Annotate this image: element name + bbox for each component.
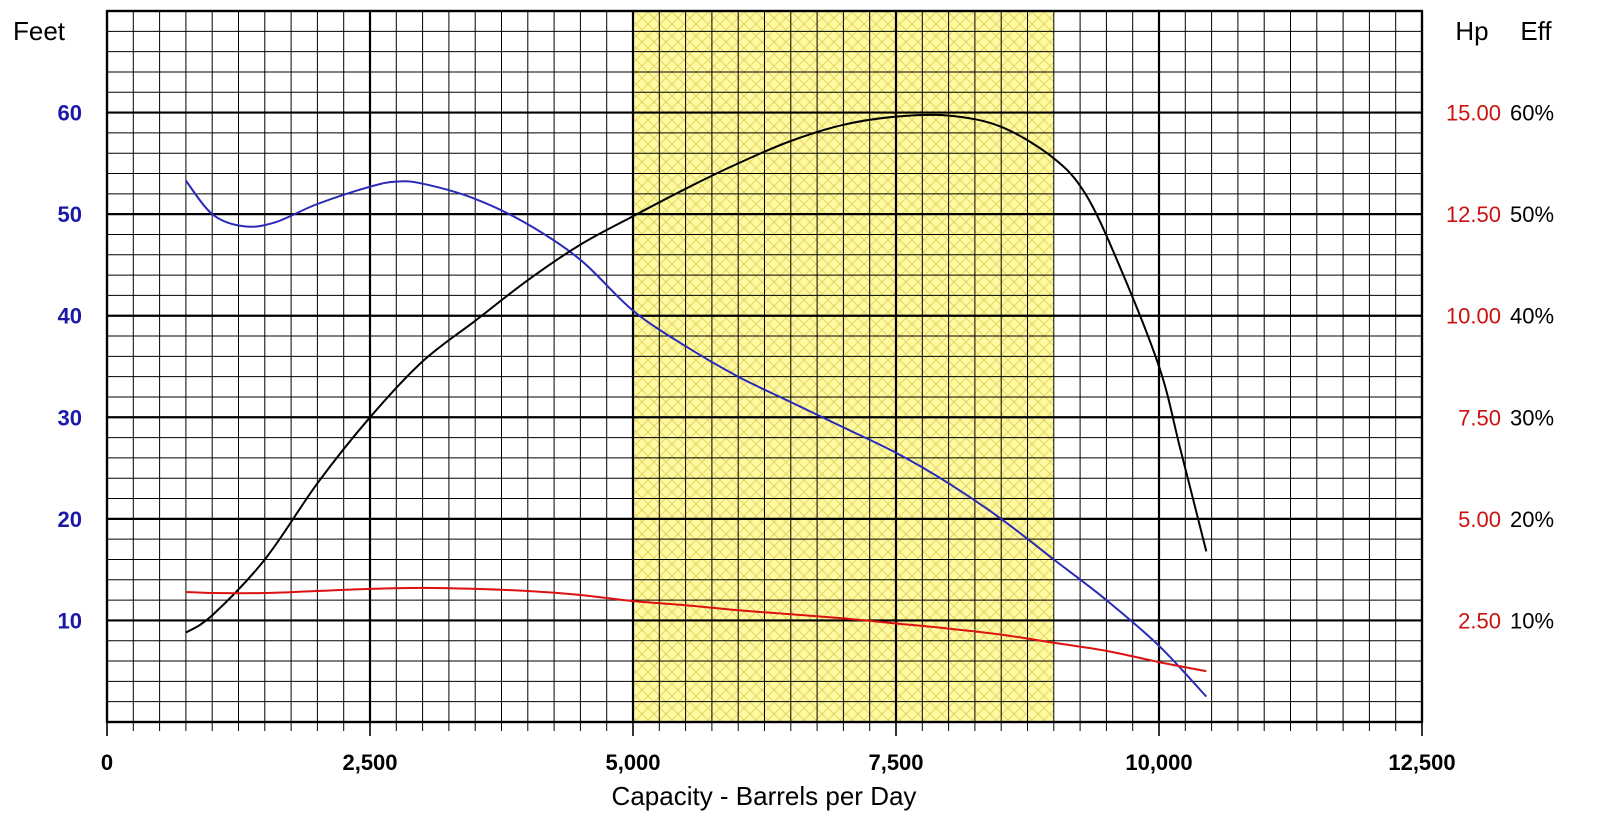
y-right-hp-tick-label: 15.00 <box>1446 101 1501 126</box>
plot-border <box>105 9 1424 724</box>
y-right-eff-tick-label: 50% <box>1510 202 1554 227</box>
y-right-hp-tick-label: 12.50 <box>1446 202 1501 227</box>
y-right-eff-tick-label: 10% <box>1510 608 1554 633</box>
x-axis-title: Capacity - Barrels per Day <box>612 781 917 811</box>
y-left-tick-label: 40 <box>58 304 82 329</box>
x-tick-label: 12,500 <box>1388 750 1455 775</box>
series-layer <box>185 113 1208 698</box>
y-right-eff-tick-label: 40% <box>1510 304 1554 329</box>
y-right-hp-axis-title: Hp <box>1455 16 1488 46</box>
x-tick-label: 5,000 <box>605 750 660 775</box>
label-layer: Feet 10 20 30 40 50 60 Hp Eff 2.50 5.00 7.50 10.00 12… <box>13 16 1554 811</box>
y-left-tick-label: 30 <box>58 405 82 430</box>
y-right-eff-tick-label: 30% <box>1510 405 1554 430</box>
head-curve <box>185 179 1208 698</box>
x-tick-label: 10,000 <box>1125 750 1192 775</box>
y-left-tick-label: 20 <box>58 507 82 532</box>
horsepower-curve <box>185 586 1207 673</box>
y-right-hp-tick-label: 10.00 <box>1446 304 1501 329</box>
y-right-eff-tick-label: 60% <box>1510 101 1554 126</box>
y-left-tick-label: 10 <box>58 608 82 633</box>
x-tick-label: 2,500 <box>342 750 397 775</box>
grid-layer <box>105 9 1424 736</box>
y-right-hp-tick-label: 2.50 <box>1458 608 1501 633</box>
y-left-tick-label: 50 <box>58 202 82 227</box>
efficiency-curve <box>185 113 1208 634</box>
y-right-hp-tick-label: 5.00 <box>1458 507 1501 532</box>
y-right-eff-tick-label: 20% <box>1510 507 1554 532</box>
x-tick-label: 0 <box>101 750 113 775</box>
y-right-eff-axis-title: Eff <box>1520 16 1552 46</box>
y-left-tick-label: 60 <box>58 101 82 126</box>
x-tick-label: 7,500 <box>868 750 923 775</box>
y-left-axis-title: Feet <box>13 16 66 46</box>
y-right-hp-tick-label: 7.50 <box>1458 405 1501 430</box>
